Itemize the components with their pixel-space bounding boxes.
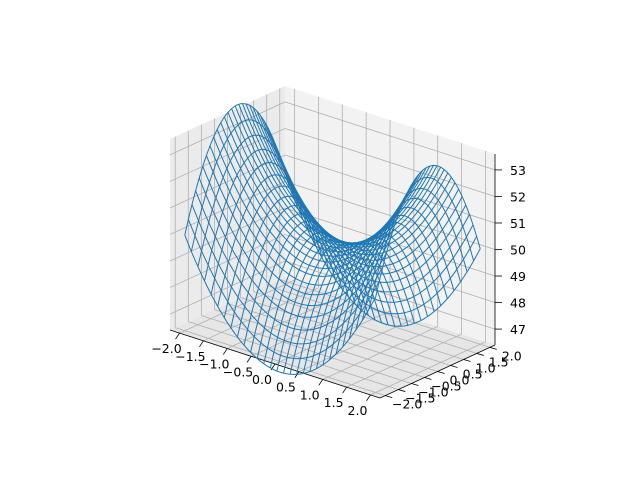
x-tick-label: 2.0 [348,403,368,418]
gridline-y-floor [201,315,412,384]
gridline-y-floor [266,285,477,354]
gridline-z-back [284,128,496,197]
y-tick-mark [450,365,458,368]
z-tick-label: 48 [510,296,526,311]
wire-line-y [285,174,478,315]
y-tick-mark [437,371,445,374]
z-tick-label: 47 [510,322,526,337]
wire-line-x [355,197,461,331]
wire-line-y [270,134,463,275]
gridline-y-floor [188,321,399,390]
y-tick-label: 1.5 [489,354,509,369]
y-tick-label: 1.0 [476,361,496,376]
wire-line-y [191,204,384,345]
x-tick-mark [366,394,371,402]
x-tick-label: 0.5 [276,380,296,395]
y-tick-mark [489,347,497,350]
gridline-z-left [169,181,286,235]
tick-labels: −2.0−1.5−1.0−0.50.00.51.01.52.0 −2.0−1.5−… [151,163,526,418]
y-tick-mark [463,359,471,362]
wire-line-y [274,143,467,283]
wire-line-y [238,104,431,244]
gridline-z-back [284,154,496,224]
y-tick-label: −2.0 [392,397,422,412]
z-tick-label: 52 [510,189,526,204]
wire-line-x [276,239,382,372]
x-tick-mark [222,348,228,355]
gridline-z-back [284,260,496,330]
x-tick-label: −2.0 [151,341,181,356]
z-tick-label: 50 [510,243,526,258]
wire-line-y [252,107,445,248]
y-tick-label: 0.5 [463,367,483,382]
y-tick-mark [476,353,484,356]
x-tick-label: 0.0 [252,372,272,387]
y-tick-mark [424,377,432,380]
wire-line-x [250,220,356,353]
y-tick-label: −1.5 [405,391,435,406]
z-tick-label: 49 [510,269,526,284]
wire-line-y [231,108,423,249]
wire-line-y [249,105,442,246]
y-tick-label: −0.5 [431,379,461,394]
wire-line-y [213,136,405,277]
wire-line-y [195,190,387,331]
y-tick-label: 0.0 [450,373,470,388]
gridline-z-back [284,234,496,303]
x-tick-mark [175,332,180,340]
y-tick-mark [411,383,419,386]
x-tick-label: 1.0 [300,388,320,403]
gridline-y-floor [227,303,438,372]
x-tick-mark [199,340,204,348]
wire-line-y [216,129,409,270]
wire-line-y [209,145,402,286]
gridline-z-back [284,101,496,171]
wire-line-y [184,235,377,375]
wire-line-x [283,241,389,374]
x-tick-mark [318,379,324,386]
x-tick-mark [246,356,252,363]
gridline-z-left [169,260,286,315]
wire-line-y [220,122,413,263]
z-tick-label: 51 [510,216,526,231]
wire-line-y [205,155,398,296]
x-tick-mark [342,386,347,394]
y-tick-label: 2.0 [502,348,522,363]
wire-line-y [281,162,474,303]
wire-line-y [288,186,481,327]
wire-line-x [296,242,402,375]
y-tick-mark [398,389,406,392]
x-tick-label: 1.5 [324,395,344,410]
wire-line-y [198,177,391,318]
y-tick-mark [385,395,393,398]
gridline-y-floor [175,327,386,396]
x-tick-label: −1.0 [199,357,229,372]
gridline-z-back [284,181,496,250]
wireframe-surface [184,103,481,375]
axes-lines [169,154,502,402]
gridline-z-left [169,101,286,156]
wire-line-y [278,152,470,293]
wire-line-x [263,231,369,364]
wire-line-y [234,105,427,246]
wire-line-y [187,219,380,360]
x-tick-label: −0.5 [223,364,253,379]
x-tick-label: −1.5 [175,349,205,364]
z-tick-label: 53 [510,163,526,178]
y-tick-label: −1.0 [418,385,448,400]
